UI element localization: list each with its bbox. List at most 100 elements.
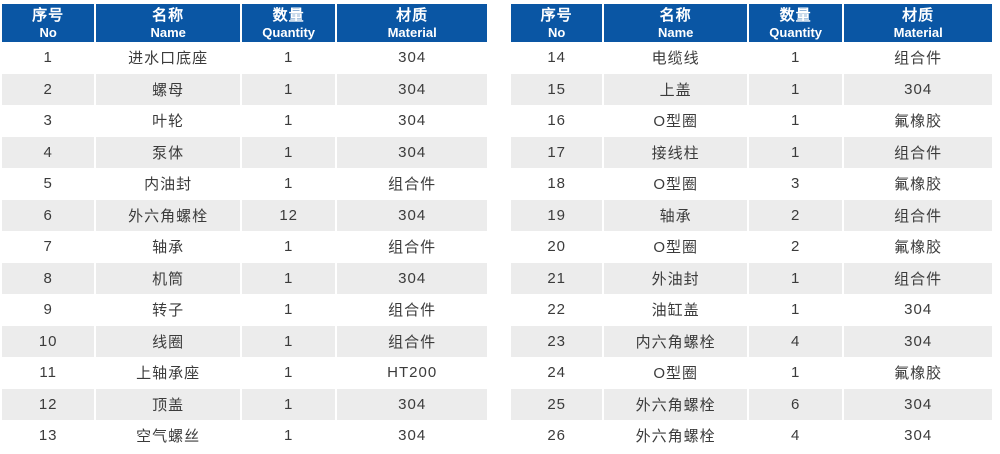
- table-cell: 20: [511, 231, 603, 263]
- table-row: 8 机筒 1 304: [2, 262, 487, 294]
- table-cell: 13: [2, 420, 95, 452]
- column-header-quantity-zh: 数量: [779, 6, 812, 24]
- table-cell: 1: [241, 168, 336, 200]
- column-header-quantity: 数量 Quantity: [748, 4, 843, 42]
- table-cell: 24: [511, 357, 603, 389]
- table-cell: 外六角螺栓: [604, 420, 747, 452]
- table-cell: 组合件: [844, 136, 992, 168]
- column-header-name-zh: 名称: [659, 6, 692, 24]
- table-cell: 304: [337, 136, 487, 168]
- table-cell: 1: [241, 262, 336, 294]
- table-cell: 2: [748, 231, 843, 263]
- table-body-right: 14 电缆线 1 组合件 15 上盖 1 304 16 O型圈 1 氟橡胶 17 接线柱 1 组合件 18 O型圈…: [511, 42, 992, 452]
- table-cell: 1: [241, 42, 336, 74]
- table-cell: 顶盖: [96, 388, 240, 420]
- table-row: 23 内六角螺栓 4 304: [511, 325, 992, 357]
- table-cell: 304: [844, 294, 992, 326]
- table-cell: 电缆线: [604, 42, 747, 74]
- column-header-material: 材质 Material: [337, 4, 487, 42]
- table-cell: 1: [241, 357, 336, 389]
- column-header-no: 序号 No: [511, 4, 603, 42]
- table-header: 序号 No 名称 Name 数量 Quantity 材质 Material: [511, 4, 992, 42]
- table-cell: 泵体: [96, 136, 240, 168]
- table-cell: 组合件: [337, 294, 487, 326]
- table-cell: 21: [511, 262, 603, 294]
- column-header-name: 名称 Name: [604, 4, 747, 42]
- table-cell: 组合件: [844, 199, 992, 231]
- table-cell: 线圈: [96, 325, 240, 357]
- table-row: 22 油缸盖 1 304: [511, 294, 992, 326]
- table-cell: 上轴承座: [96, 357, 240, 389]
- table-row: 3 叶轮 1 304: [2, 105, 487, 137]
- table-cell: O型圈: [604, 357, 747, 389]
- table-row: 7 轴承 1 组合件: [2, 231, 487, 263]
- table-cell: 4: [748, 420, 843, 452]
- table-cell: 26: [511, 420, 603, 452]
- table-cell: 空气螺丝: [96, 420, 240, 452]
- table-row: 17 接线柱 1 组合件: [511, 136, 992, 168]
- table-cell: 内油封: [96, 168, 240, 200]
- table-cell: 转子: [96, 294, 240, 326]
- table-cell: 1: [241, 294, 336, 326]
- table-cell: 11: [2, 357, 95, 389]
- table-cell: 组合件: [844, 42, 992, 74]
- table-row: 11 上轴承座 1 HT200: [2, 357, 487, 389]
- table-cell: 17: [511, 136, 603, 168]
- table-cell: 304: [337, 262, 487, 294]
- table-cell: 3: [2, 105, 95, 137]
- table-cell: 油缸盖: [604, 294, 747, 326]
- table-cell: 304: [844, 325, 992, 357]
- table-cell: 25: [511, 388, 603, 420]
- column-header-name-zh: 名称: [152, 6, 185, 24]
- table-cell: 1: [241, 136, 336, 168]
- column-header-no-zh: 序号: [540, 6, 573, 24]
- table-cell: 5: [2, 168, 95, 200]
- table-cell: 304: [844, 388, 992, 420]
- column-header-quantity-zh: 数量: [272, 6, 305, 24]
- table-cell: 1: [748, 357, 843, 389]
- table-cell: 轴承: [604, 199, 747, 231]
- column-header-name: 名称 Name: [96, 4, 240, 42]
- table-cell: 2: [748, 199, 843, 231]
- table-row: 1 进水口底座 1 304: [2, 42, 487, 74]
- column-header-no-zh: 序号: [32, 6, 65, 24]
- table-cell: 10: [2, 325, 95, 357]
- table-cell: 机筒: [96, 262, 240, 294]
- table-row: 2 螺母 1 304: [2, 73, 487, 105]
- table-cell: 15: [511, 73, 603, 105]
- table-row: 12 顶盖 1 304: [2, 388, 487, 420]
- column-header-material-en: Material: [387, 24, 437, 40]
- table-row: 4 泵体 1 304: [2, 136, 487, 168]
- table-cell: 1: [748, 105, 843, 137]
- table-cell: 304: [337, 420, 487, 452]
- table-row: 13 空气螺丝 1 304: [2, 420, 487, 452]
- table-row: 10 线圈 1 组合件: [2, 325, 487, 357]
- table-cell: 1: [241, 420, 336, 452]
- table-row: 18 O型圈 3 氟橡胶: [511, 168, 992, 200]
- table-cell: 1: [241, 325, 336, 357]
- table-cell: 9: [2, 294, 95, 326]
- column-header-material-zh: 材质: [396, 6, 429, 24]
- column-header-no-en: No: [548, 24, 566, 40]
- table-cell: 23: [511, 325, 603, 357]
- table-row: 21 外油封 1 组合件: [511, 262, 992, 294]
- table-cell: 304: [337, 388, 487, 420]
- column-header-no-en: No: [39, 24, 57, 40]
- table-cell: 外六角螺栓: [96, 199, 240, 231]
- table-header: 序号 No 名称 Name 数量 Quantity 材质 Material: [2, 4, 487, 42]
- table-cell: 氟橡胶: [844, 168, 992, 200]
- table-cell: 1: [2, 42, 95, 74]
- table-row: 20 O型圈 2 氟橡胶: [511, 231, 992, 263]
- table-cell: 叶轮: [96, 105, 240, 137]
- table-cell: 氟橡胶: [844, 357, 992, 389]
- column-header-no: 序号 No: [2, 4, 95, 42]
- column-header-material-en: Material: [893, 24, 943, 40]
- table-cell: 4: [2, 136, 95, 168]
- table-cell: 22: [511, 294, 603, 326]
- table-cell: 1: [748, 42, 843, 74]
- table-cell: 氟橡胶: [844, 105, 992, 137]
- table-cell: 304: [844, 73, 992, 105]
- table-cell: 304: [844, 420, 992, 452]
- table-cell: 组合件: [337, 168, 487, 200]
